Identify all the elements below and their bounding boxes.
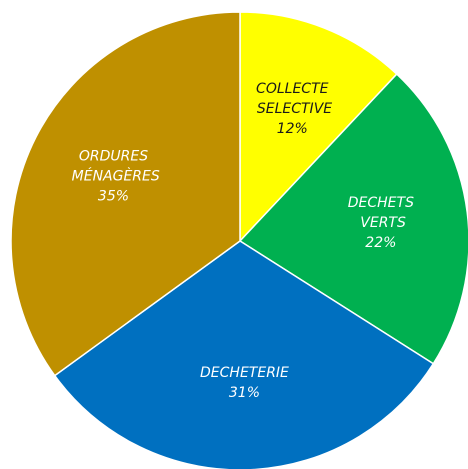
slice-value-label: 31%	[229, 385, 260, 401]
pie-slice	[10, 11, 241, 377]
slice-value-label: 35%	[98, 189, 129, 205]
pie-slice	[53, 240, 435, 469]
slice-label: COLLECTE SELECTIVE	[252, 81, 332, 117]
slice-label: ORDURES MÉNAGÈRES	[67, 149, 160, 185]
slice-value-label: 12%	[277, 121, 308, 137]
slice-label: DECHETS VERTS	[348, 195, 414, 231]
pie-slice	[239, 11, 398, 243]
slice-label: DECHETERIE	[200, 365, 289, 381]
pie-slice	[238, 73, 468, 365]
slice-value-label: 22%	[365, 235, 396, 251]
